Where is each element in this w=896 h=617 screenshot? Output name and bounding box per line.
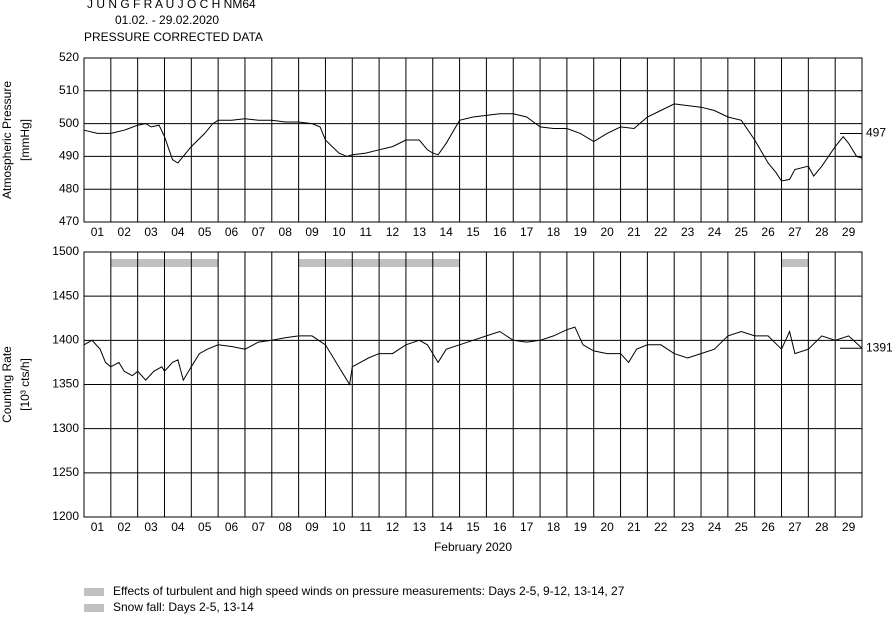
x-tick-label: 04 (171, 520, 185, 534)
x-tick-label: 10 (332, 225, 346, 239)
x-tick-label: 01 (91, 225, 105, 239)
last-value-label: 1391 (866, 340, 893, 354)
x-tick-label: 26 (761, 225, 775, 239)
x-tick-label: 27 (788, 520, 802, 534)
x-tick-label: 06 (225, 225, 239, 239)
x-tick-label: 20 (600, 225, 614, 239)
y-axis-label: [10³ cts/h] (18, 358, 32, 411)
x-tick-label: 08 (279, 225, 293, 239)
x-tick-label: 12 (386, 520, 400, 534)
y-tick-label: 500 (59, 116, 79, 130)
x-tick-label: 19 (574, 520, 588, 534)
x-tick-label: 07 (252, 225, 266, 239)
x-tick-label: 02 (118, 225, 132, 239)
x-tick-label: 20 (600, 520, 614, 534)
x-tick-label: 09 (305, 520, 319, 534)
x-tick-label: 17 (520, 520, 534, 534)
x-tick-label: 28 (815, 520, 829, 534)
x-tick-label: 03 (144, 520, 158, 534)
last-value-label: 497 (866, 126, 886, 140)
x-tick-label: 16 (493, 225, 507, 239)
x-tick-label: 01 (91, 520, 105, 534)
x-tick-label: 11 (359, 520, 372, 534)
x-tick-label: 23 (681, 225, 695, 239)
x-tick-label: 25 (735, 520, 749, 534)
x-tick-label: 27 (788, 225, 802, 239)
y-tick-label: 1300 (52, 421, 79, 435)
x-tick-label: 16 (493, 520, 507, 534)
x-tick-label: 29 (842, 520, 856, 534)
y-tick-label: 490 (59, 149, 79, 163)
x-tick-label: 26 (761, 520, 775, 534)
x-tick-label: 24 (708, 225, 722, 239)
x-tick-label: 12 (386, 225, 400, 239)
x-tick-label: 14 (439, 520, 453, 534)
x-tick-label: 11 (359, 225, 372, 239)
x-tick-label: 04 (171, 225, 185, 239)
y-axis-label: Counting Rate (0, 346, 14, 423)
x-tick-label: 22 (654, 225, 668, 239)
x-tick-label: 09 (305, 225, 319, 239)
y-tick-label: 1350 (52, 377, 79, 391)
x-tick-label: 05 (198, 520, 212, 534)
x-tick-label: 08 (279, 520, 293, 534)
title: J U N G F R A U J O C H NM64 (87, 0, 256, 11)
y-tick-label: 1500 (52, 244, 79, 258)
y-tick-label: 470 (59, 214, 79, 228)
data-line (83, 326, 863, 386)
subtitle: PRESSURE CORRECTED DATA (84, 30, 263, 44)
x-tick-label: 18 (547, 225, 561, 239)
legend-text: Effects of turbulent and high speed wind… (113, 584, 625, 598)
x-tick-label: 18 (547, 520, 561, 534)
y-axis-label: [mmHg] (18, 119, 32, 161)
subtitle: 01.02. - 29.02.2020 (115, 13, 219, 27)
legend-swatch (84, 604, 104, 612)
x-tick-label: 05 (198, 225, 212, 239)
y-tick-label: 480 (59, 181, 79, 195)
y-tick-label: 1450 (52, 288, 79, 302)
y-tick-label: 520 (59, 50, 79, 64)
x-tick-label: 15 (466, 225, 480, 239)
x-tick-label: 13 (413, 225, 427, 239)
x-tick-label: 10 (332, 520, 346, 534)
y-tick-label: 1400 (52, 333, 79, 347)
x-tick-label: 02 (118, 520, 132, 534)
x-tick-label: 24 (708, 520, 722, 534)
x-tick-label: 22 (654, 520, 668, 534)
y-axis-label: Atmospheric Pressure (0, 81, 14, 199)
x-tick-label: 13 (413, 520, 427, 534)
x-tick-label: 06 (225, 520, 239, 534)
x-tick-label: 07 (252, 520, 266, 534)
y-tick-label: 1250 (52, 465, 79, 479)
x-tick-label: 23 (681, 520, 695, 534)
x-tick-label: 28 (815, 225, 829, 239)
x-tick-label: 29 (842, 225, 856, 239)
plot-frame (83, 57, 863, 223)
y-tick-label: 1200 (52, 509, 79, 523)
x-tick-label: 03 (144, 225, 158, 239)
x-tick-label: 14 (439, 225, 453, 239)
legend-swatch (84, 588, 104, 596)
x-tick-label: 21 (627, 225, 641, 239)
data-line (83, 103, 863, 182)
x-tick-label: 15 (466, 520, 480, 534)
x-tick-label: 17 (520, 225, 534, 239)
wind-band (781, 259, 809, 267)
y-tick-label: 510 (59, 83, 79, 97)
legend-text: Snow fall: Days 2-5, 13-14 (113, 600, 254, 614)
x-tick-label: 25 (735, 225, 749, 239)
x-tick-label: 19 (574, 225, 588, 239)
x-tick-label: 21 (627, 520, 641, 534)
x-axis-label: February 2020 (434, 540, 512, 554)
